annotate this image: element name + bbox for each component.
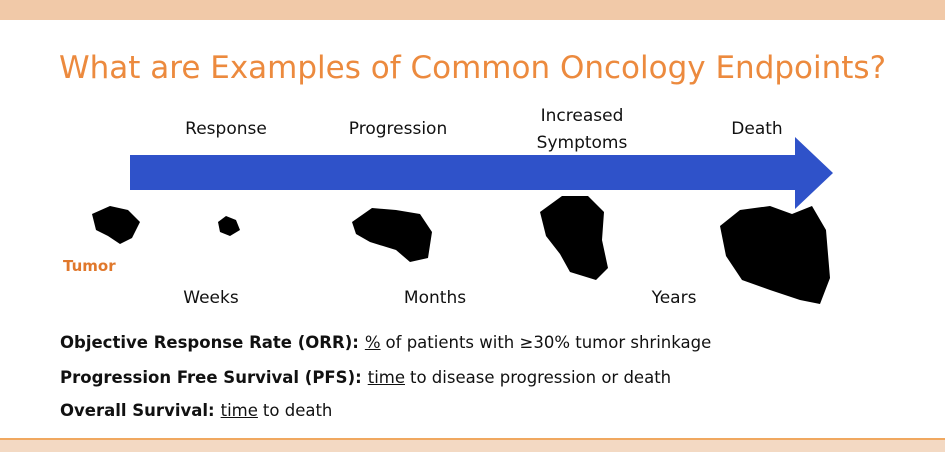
tumor (540, 196, 608, 280)
stage-label: Increased Symptoms (536, 106, 628, 153)
time-label: Years (651, 288, 697, 308)
timeline-arrow (130, 137, 833, 209)
tumor (352, 208, 432, 262)
measure: time (367, 368, 405, 387)
measure: % (364, 333, 381, 352)
tumor (92, 206, 140, 244)
definition: Progression Free Survival (PFS): time to d… (60, 368, 671, 387)
stage-label: Death (731, 119, 783, 139)
tumor-label: Tumor (63, 257, 116, 275)
footer-bar (0, 438, 945, 452)
time-label: Months (403, 288, 467, 308)
measure: time (220, 401, 258, 420)
description: of patients with ≥30% tumor shrinkage (385, 333, 712, 352)
term: Objective Response Rate (ORR): (60, 333, 359, 352)
term: Overall Survival: (60, 401, 215, 420)
stage-label: Response (185, 119, 267, 139)
term: Progression Free Survival (PFS): (60, 368, 362, 387)
time-label: Weeks (183, 288, 239, 308)
tumor (218, 216, 240, 236)
tumor (720, 206, 830, 304)
tumors (92, 196, 830, 304)
definition: Overall Survival: time to death (60, 401, 332, 420)
stage-label: Progression (348, 119, 448, 139)
definition: Objective Response Rate (ORR):% of patien… (60, 333, 711, 352)
description: to death (262, 401, 333, 420)
description: to disease progression or death (410, 368, 672, 387)
slide-title: What are Examples of Common Oncology End… (58, 50, 887, 86)
